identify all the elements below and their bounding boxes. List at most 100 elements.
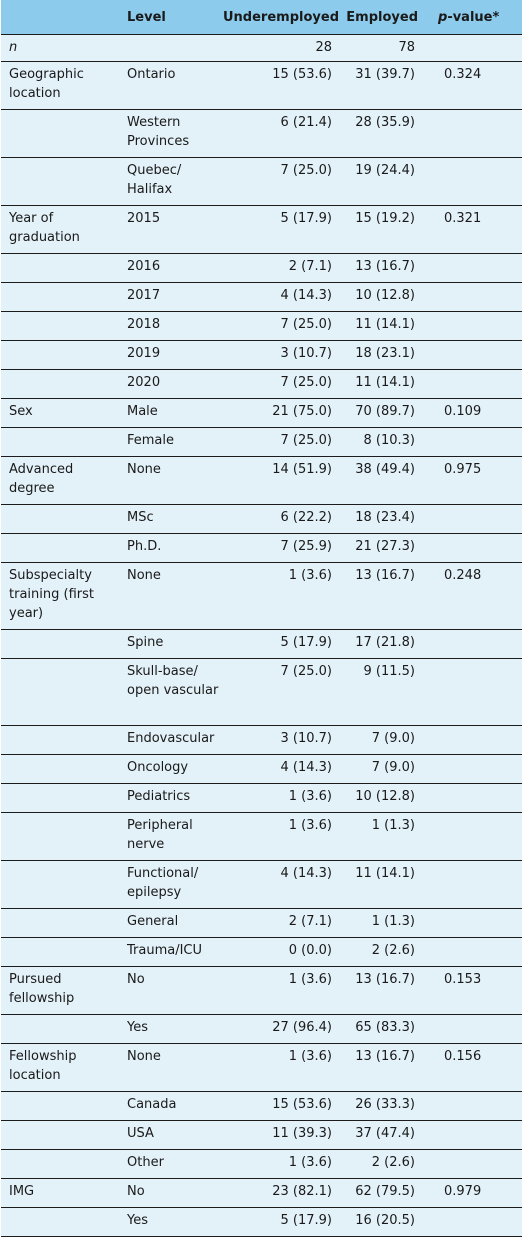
row-level: Ph.D. [127,539,162,554]
row-underemployed: 7 (25.0) [280,375,333,390]
table-row: Canada 15 (53.6) 26 (33.3) [1,1092,522,1121]
row-level: Spine [127,635,164,650]
row-p-value [428,861,522,908]
row-level: Peripheral nerve [127,818,193,852]
row-underemployed: 5 (17.9) [280,211,333,226]
row-variable: Advanced degree [9,462,74,496]
row-underemployed: 1 (3.6) [288,568,332,583]
row-underemployed: 6 (21.4) [280,115,333,130]
row-underemployed: 11 (39.3) [272,1126,332,1141]
row-variable [1,254,119,282]
row-employed: 15 (19.2) [355,211,415,226]
table-row: Western Provinces 6 (21.4) 28 (35.9) [1,110,522,158]
row-level: None [127,462,161,477]
row-level: Trauma/ICU [127,943,203,958]
row-underemployed: 4 (14.3) [280,288,333,303]
row-level: No [127,972,145,987]
table-row: Yes 27 (96.4) 65 (83.3) [1,1015,522,1044]
row-level: Functional/ epilepsy [127,866,199,900]
header-p-value: p-value* [428,0,522,25]
row-employed: 19 (24.4) [355,163,415,178]
row-p-value [428,158,522,205]
row-level: General [127,914,179,929]
row-variable [1,938,119,966]
table-row: Sex Male 21 (75.0) 70 (89.7) 0.109 [1,399,522,428]
table-row: IMG No 23 (82.1) 62 (79.5) 0.979 [1,1179,522,1208]
row-variable [1,861,119,908]
row-variable [1,630,119,658]
row-underemployed: 14 (51.9) [272,462,332,477]
row-variable [1,370,119,398]
table-row: Endovascular 3 (10.7) 7 (9.0) [1,726,522,755]
row-level: Other [127,1155,164,1170]
table-row: 2017 4 (14.3) 10 (12.8) [1,283,522,312]
row-p-value [428,755,522,783]
table-row: 2020 7 (25.0) 11 (14.1) [1,370,522,399]
row-variable: Subspecialty training (first year) [9,568,94,621]
row-underemployed: 7 (25.0) [280,664,333,679]
row-level: Western Provinces [127,115,190,149]
row-underemployed: 1 (3.6) [288,1049,332,1064]
row-employed: 17 (21.8) [355,635,415,650]
table-row: Peripheral nerve 1 (3.6) 1 (1.3) [1,813,522,861]
row-employed: 2 (2.6) [371,943,415,958]
row-level: Ontario [127,67,176,82]
row-variable [1,726,119,754]
row-p-value: 0.324 [444,67,482,82]
row-variable [1,813,119,860]
row-p-value: 0.156 [444,1049,482,1064]
row-p-value [428,341,522,369]
row-p-value [428,909,522,937]
row-underemployed: 7 (25.0) [280,163,333,178]
row-variable: Year of graduation [9,211,80,245]
row-variable [1,1121,119,1149]
row-level: Skull-base/ open vascular [127,664,219,698]
row-employed: 62 (79.5) [355,1184,415,1199]
row-level: USA [127,1126,154,1141]
row-variable [1,1092,119,1120]
row-employed: 13 (16.7) [355,972,415,987]
row-level: Pediatrics [127,789,191,804]
row-employed: 21 (27.3) [355,539,415,554]
row-employed: 7 (9.0) [371,760,415,775]
row-employed: 11 (14.1) [355,866,415,881]
table-row: Pediatrics 1 (3.6) 10 (12.8) [1,784,522,813]
table-row: Geographic location Ontario 15 (53.6) 31 (3… [1,62,522,110]
table-row: Yes 5 (17.9) 16 (20.5) [1,1208,522,1237]
row-underemployed: 7 (25.0) [280,433,333,448]
table-row: Year of graduation 2015 5 (17.9) 15 (19.2) 0… [1,206,522,254]
row-level: None [127,1049,161,1064]
row-p-value [428,534,522,562]
row-variable [1,755,119,783]
table-row: 2016 2 (7.1) 13 (16.7) [1,254,522,283]
row-employed: 11 (14.1) [355,375,415,390]
row-employed: 2 (2.6) [371,1155,415,1170]
row-underemployed: 3 (10.7) [280,731,333,746]
table-row: n 28 78 [1,35,522,62]
row-employed: 13 (16.7) [355,568,415,583]
row-variable [1,534,119,562]
row-level: Female [127,433,175,448]
row-level: None [127,568,161,583]
row-p-value [428,1015,522,1043]
header-employed: Employed [346,10,418,25]
row-level: 2015 [127,211,161,226]
row-underemployed: 6 (22.2) [280,510,333,525]
row-p-value [428,370,522,398]
header-variable [1,0,119,10]
row-variable [1,341,119,369]
row-level: Endovascular [127,731,215,746]
row-level: Male [127,404,158,419]
row-level: Oncology [127,760,189,775]
table-row: MSc 6 (22.2) 18 (23.4) [1,505,522,534]
row-underemployed: 4 (14.3) [280,760,333,775]
row-employed: 65 (83.3) [355,1020,415,1035]
table-row: Female 7 (25.0) 8 (10.3) [1,428,522,457]
row-p-value [428,283,522,311]
row-underemployed: 3 (10.7) [280,346,333,361]
table-row: Subspecialty training (first year) None 1 … [1,563,522,630]
row-level: 2018 [127,317,161,332]
row-variable: IMG [9,1184,35,1199]
row-p-value [428,1092,522,1120]
header-level: Level [127,10,166,25]
